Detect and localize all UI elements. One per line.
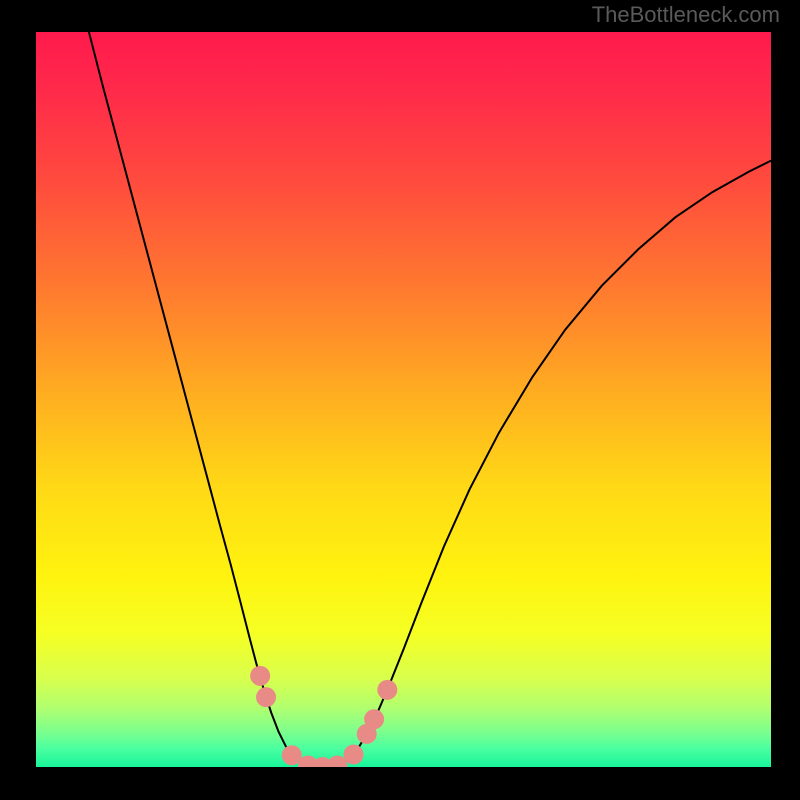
curve-marker: [250, 666, 270, 686]
curve-marker: [344, 745, 364, 765]
watermark-text: TheBottleneck.com: [592, 2, 780, 28]
curve-marker: [377, 680, 397, 700]
plot-svg: [36, 32, 771, 767]
curve-marker: [364, 709, 384, 729]
plot-background: [36, 32, 771, 767]
chart-container: TheBottleneck.com: [0, 0, 800, 800]
curve-marker: [256, 687, 276, 707]
